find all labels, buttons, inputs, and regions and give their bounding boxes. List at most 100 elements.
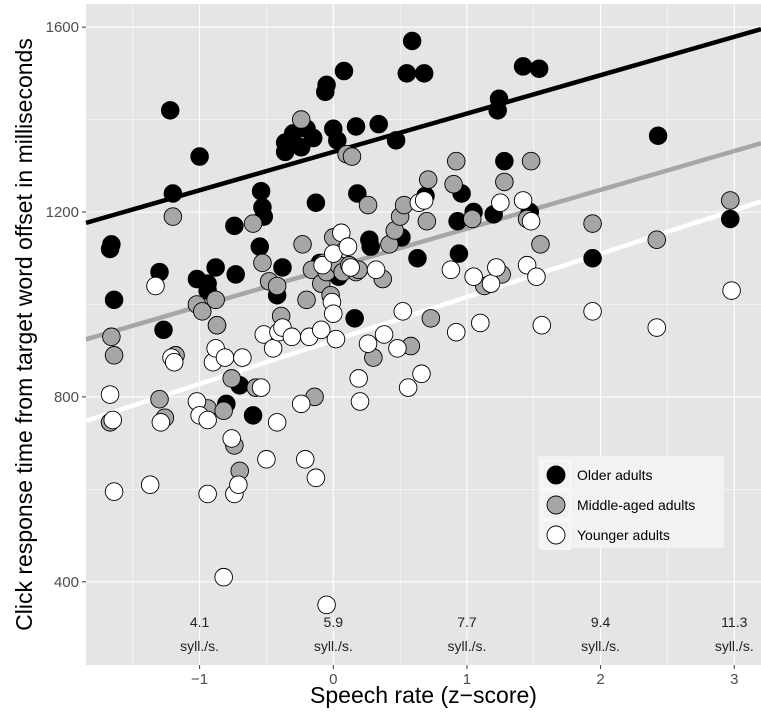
data-point bbox=[226, 265, 245, 284]
y-axis-ticks: 400 800 1200 1600 bbox=[46, 19, 86, 591]
data-point bbox=[722, 281, 741, 300]
data-point bbox=[303, 128, 323, 148]
data-point bbox=[293, 235, 312, 254]
data-point bbox=[481, 274, 501, 293]
data-point bbox=[721, 209, 740, 229]
x-tick-label: 2 bbox=[596, 671, 604, 688]
legend-label: Middle-aged adults bbox=[577, 497, 695, 513]
data-point bbox=[341, 258, 360, 277]
data-point bbox=[100, 385, 120, 404]
data-point bbox=[146, 276, 165, 296]
data-point bbox=[418, 170, 438, 189]
data-point bbox=[647, 318, 666, 337]
data-point bbox=[190, 147, 209, 166]
data-point bbox=[358, 334, 378, 353]
data-point bbox=[104, 346, 124, 365]
x-tick-label: 3 bbox=[730, 671, 738, 688]
data-point bbox=[291, 394, 311, 414]
data-point bbox=[257, 450, 276, 469]
data-point bbox=[251, 181, 271, 201]
data-point bbox=[583, 302, 602, 321]
data-point bbox=[444, 175, 463, 194]
data-point bbox=[350, 392, 370, 411]
data-point bbox=[449, 244, 469, 263]
data-point bbox=[358, 195, 378, 215]
data-point bbox=[583, 248, 602, 268]
data-point bbox=[273, 258, 292, 277]
annotation-rate: 11.3 bbox=[721, 614, 747, 630]
data-point bbox=[222, 429, 241, 448]
data-point bbox=[366, 260, 386, 280]
data-point bbox=[489, 89, 509, 109]
data-point bbox=[374, 325, 394, 344]
data-point bbox=[446, 322, 466, 342]
data-point bbox=[414, 64, 434, 83]
x-tick-label: 1 bbox=[463, 671, 471, 688]
y-axis-title: Click response time from target word off… bbox=[11, 38, 37, 631]
data-point bbox=[154, 320, 173, 340]
x-axis-ticks: −1 0 1 2 3 bbox=[191, 665, 738, 688]
data-point bbox=[317, 595, 336, 615]
y-tick-label: 800 bbox=[54, 389, 79, 406]
data-point bbox=[583, 214, 602, 233]
data-point bbox=[495, 151, 514, 171]
annotation-unit: syll./s. bbox=[581, 638, 620, 654]
data-point bbox=[495, 172, 514, 192]
data-point bbox=[198, 410, 217, 430]
data-point bbox=[229, 475, 248, 494]
data-point bbox=[324, 304, 343, 323]
data-point bbox=[263, 339, 283, 358]
data-point bbox=[328, 131, 347, 150]
data-point bbox=[233, 348, 252, 367]
data-point bbox=[471, 313, 490, 333]
data-point bbox=[388, 339, 407, 358]
data-point bbox=[345, 309, 364, 328]
data-point bbox=[398, 378, 418, 397]
x-tick-label: 0 bbox=[329, 671, 337, 688]
data-point bbox=[721, 191, 740, 210]
data-point bbox=[346, 117, 366, 136]
data-point bbox=[397, 64, 417, 83]
data-point bbox=[417, 212, 437, 231]
data-point bbox=[243, 214, 263, 233]
data-point bbox=[513, 191, 533, 210]
data-point bbox=[402, 31, 422, 51]
data-point bbox=[250, 237, 270, 256]
data-point bbox=[275, 142, 295, 162]
data-point bbox=[529, 59, 549, 78]
data-point bbox=[206, 258, 225, 277]
x-tick-label: −1 bbox=[191, 671, 208, 688]
data-point bbox=[313, 255, 332, 275]
data-point bbox=[251, 378, 271, 397]
data-point bbox=[102, 327, 121, 347]
data-point bbox=[198, 484, 217, 504]
data-point bbox=[412, 364, 431, 384]
plot-panel bbox=[86, 4, 761, 665]
data-point bbox=[441, 260, 461, 280]
data-point bbox=[163, 207, 183, 226]
data-point bbox=[311, 320, 331, 340]
legend-symbol bbox=[546, 465, 566, 485]
data-point bbox=[408, 248, 427, 268]
data-point bbox=[513, 57, 533, 76]
data-point bbox=[648, 126, 668, 145]
data-point bbox=[647, 230, 666, 249]
data-point bbox=[306, 468, 326, 488]
data-point bbox=[342, 147, 362, 166]
data-point bbox=[267, 276, 287, 296]
data-point bbox=[369, 114, 388, 134]
annotation-unit: syll./s. bbox=[715, 638, 754, 654]
y-tick-label: 400 bbox=[54, 574, 79, 591]
data-point bbox=[349, 369, 368, 388]
data-point bbox=[140, 475, 160, 494]
data-point bbox=[532, 316, 552, 335]
data-point bbox=[282, 327, 302, 347]
legend-label: Younger adults bbox=[577, 527, 670, 543]
data-point bbox=[295, 450, 315, 469]
data-point bbox=[487, 258, 506, 277]
data-point bbox=[160, 101, 180, 120]
annotation-unit: syll./s. bbox=[314, 638, 353, 654]
data-point bbox=[214, 567, 233, 587]
data-point bbox=[164, 352, 184, 372]
